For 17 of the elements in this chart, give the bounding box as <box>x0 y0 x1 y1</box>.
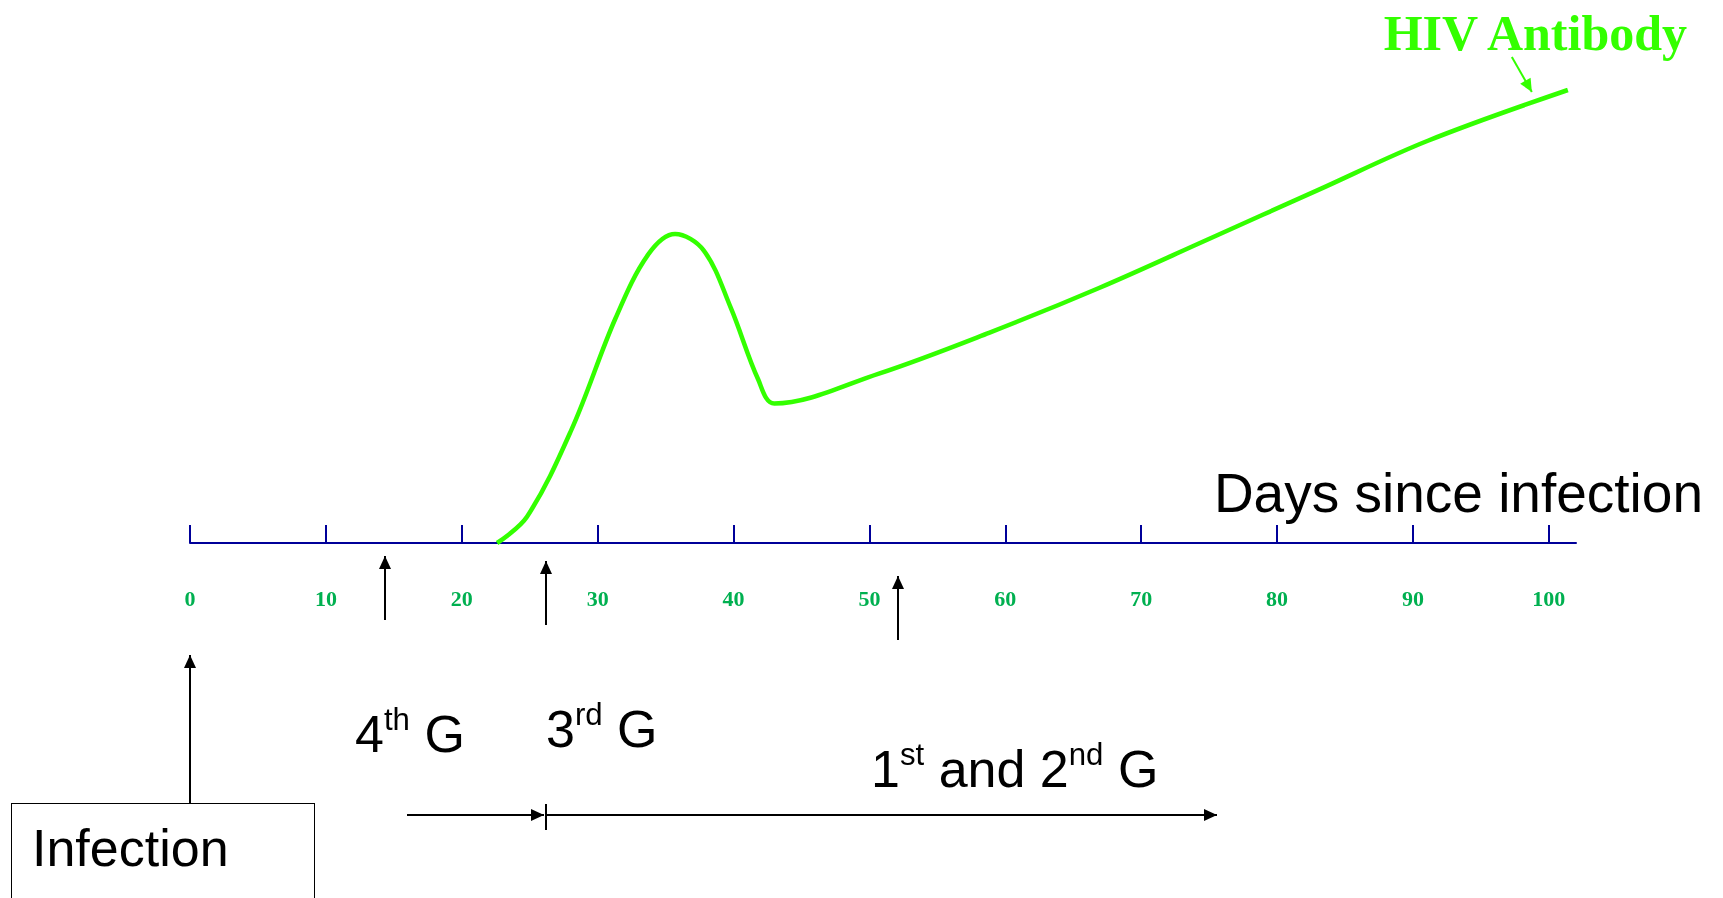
x-tick-label: 100 <box>1532 585 1566 611</box>
text: 3$^{rd}$ G <box>546 697 658 758</box>
series-label: HIV Antibody <box>1383 5 1687 61</box>
x-axis-title: Days since infection <box>1213 462 1703 524</box>
x-tick-label: 30 <box>586 585 609 611</box>
x-tick-label: 0 <box>184 585 196 611</box>
x-tick-label: 10 <box>314 585 337 611</box>
x-tick-label: 20 <box>450 585 473 611</box>
x-tick-label: 50 <box>858 585 881 611</box>
text: Infection <box>11 803 315 898</box>
text: 4$^{th}$ G <box>355 702 465 763</box>
x-tick-label: 40 <box>722 585 745 611</box>
x-tick-label: 60 <box>994 585 1017 611</box>
x-tick-label: 90 <box>1401 585 1424 611</box>
x-tick-label: 80 <box>1266 585 1289 611</box>
text: 1$^{st}$ and 2$^{nd}$ G <box>871 737 1159 798</box>
x-tick-label: 70 <box>1130 585 1153 611</box>
